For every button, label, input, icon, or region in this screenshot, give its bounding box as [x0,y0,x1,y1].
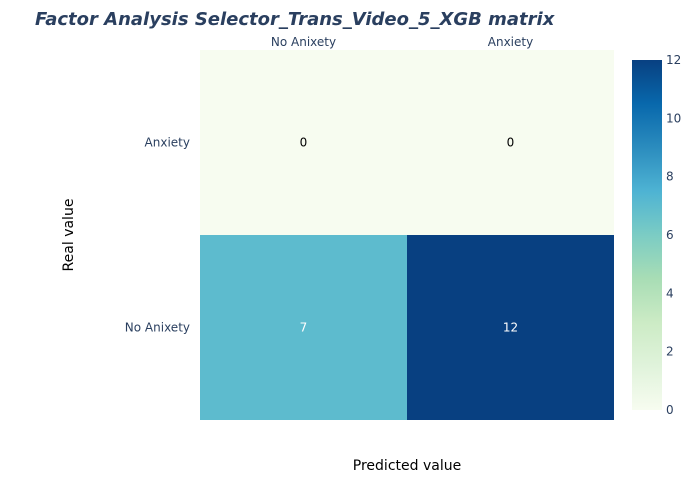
heatmap-cell [407,235,614,420]
colorbar-ticks: 0 2 4 6 8 10 12 [666,53,681,417]
heatmap-cell-label: 0 [300,136,308,150]
heatmap-cell-label: 0 [507,136,515,150]
colorbar-tick-label: 12 [666,53,681,67]
heatmap-cell-label: 12 [503,321,518,335]
y-axis-title: Real value [61,199,77,272]
colorbar [632,60,662,410]
y-tick-label: Anxiety [145,136,190,150]
heatmap-cell [200,50,407,235]
colorbar-tick-label: 6 [666,228,674,242]
x-tick-label: Anxiety [488,35,533,49]
heatmap-cell [200,235,407,420]
heatmap-cells [200,50,614,420]
colorbar-tick-label: 0 [666,403,674,417]
y-axis-ticks: Anxiety No Anixety [125,136,190,335]
chart-title: Factor Analysis Selector_Trans_Video_5_X… [35,9,556,30]
heatmap-cell [407,50,614,235]
y-tick-label: No Anixety [125,321,190,335]
colorbar-tick-label: 2 [666,345,674,359]
heatmap-cell-labels: 0 0 7 12 [300,136,518,335]
x-tick-label: No Anixety [271,35,336,49]
heatmap-cell-label: 7 [300,321,308,335]
colorbar-tick-label: 10 [666,111,681,125]
colorbar-tick-label: 8 [666,170,674,184]
colorbar-tick-label: 4 [666,286,674,300]
x-axis-title: Predicted value [353,458,461,474]
x-axis-ticks: No Anixety Anxiety [271,35,533,49]
